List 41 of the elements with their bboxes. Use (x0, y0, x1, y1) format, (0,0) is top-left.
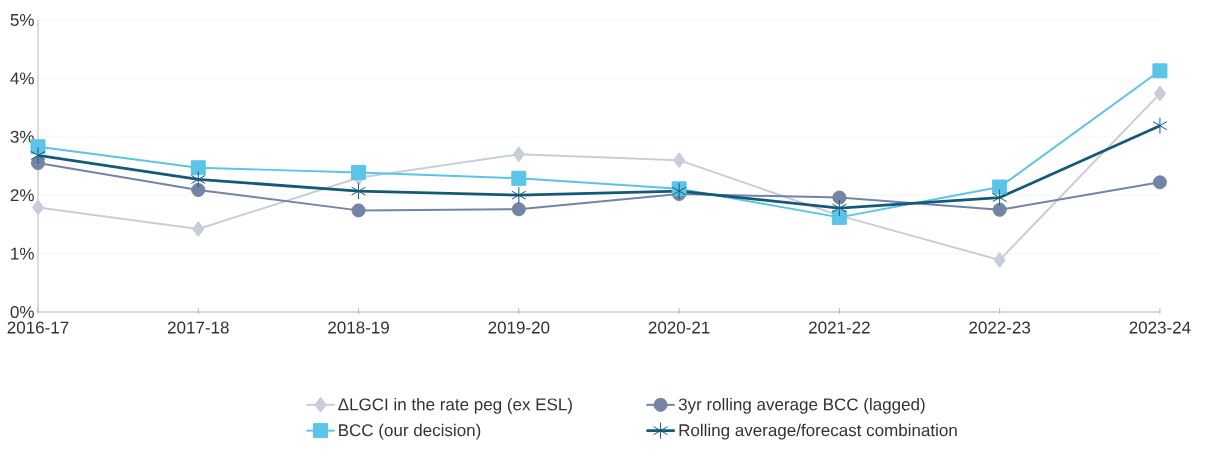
point (511, 170, 527, 186)
y-tick-label: 1% (11, 247, 34, 260)
x-tick-label: 2017-18 (167, 321, 229, 334)
y-tick-label: 5% (10, 14, 34, 26)
point (1153, 85, 1167, 102)
point (992, 179, 1008, 195)
y-tick-label: 0% (10, 305, 34, 319)
y-tick-label: 3% (10, 130, 34, 143)
point (992, 189, 1008, 207)
point (192, 221, 205, 238)
point (672, 152, 686, 169)
x-tick-label: 2022-23 (969, 321, 1031, 334)
point (1152, 117, 1168, 135)
legend-label: Rolling average/forecast combination (679, 423, 957, 440)
point (511, 202, 526, 217)
point (993, 252, 1006, 269)
point (1152, 175, 1167, 190)
point (992, 202, 1007, 217)
y-tick-label: 4% (10, 72, 34, 85)
x-tick-label: 2023-24 (1129, 321, 1191, 334)
point (190, 160, 206, 176)
point (351, 164, 367, 180)
x-tick-label: 2018-19 (328, 321, 389, 334)
point (190, 170, 206, 188)
point (351, 182, 366, 200)
point (351, 203, 366, 218)
point (832, 190, 847, 205)
point (30, 146, 46, 164)
x-tick-label: 2021-22 (809, 321, 870, 334)
legend-label: 3yr rolling average BCC (lagged) (678, 397, 925, 414)
y-tick-label: 2% (10, 189, 34, 202)
x-tick-label: 2016-17 (7, 321, 69, 334)
point (511, 186, 527, 204)
legend-label: BCC (our decision) (339, 423, 481, 440)
point (1152, 63, 1168, 79)
x-tick-label: 2020-21 (648, 321, 710, 334)
legend-label: ΔLGCI in the rate peg (ex ESL) (338, 397, 572, 414)
point (191, 182, 206, 197)
point (512, 146, 525, 163)
point (831, 199, 847, 217)
x-tick-label: 2019-20 (488, 321, 550, 334)
